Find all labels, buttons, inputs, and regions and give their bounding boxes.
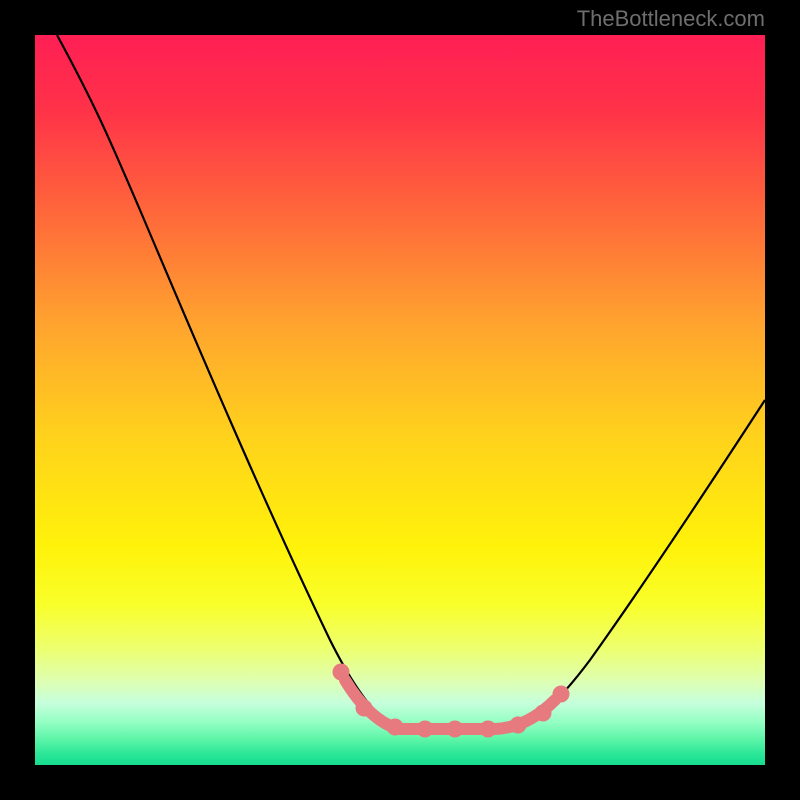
pink-dot xyxy=(417,721,434,738)
pink-dot xyxy=(447,721,464,738)
pink-dot xyxy=(510,717,527,734)
pink-dot xyxy=(480,721,497,738)
pink-dot xyxy=(333,664,350,681)
watermark-text: TheBottleneck.com xyxy=(577,6,765,32)
plot-area xyxy=(35,35,765,765)
black-curve-path xyxy=(57,35,765,729)
pink-dot xyxy=(387,719,404,736)
pink-dot xyxy=(553,686,570,703)
pink-dot xyxy=(535,705,552,722)
curves-layer xyxy=(35,35,765,765)
pink-dots-group xyxy=(333,664,570,738)
black-curve xyxy=(57,35,765,729)
pink-dot xyxy=(356,700,373,717)
